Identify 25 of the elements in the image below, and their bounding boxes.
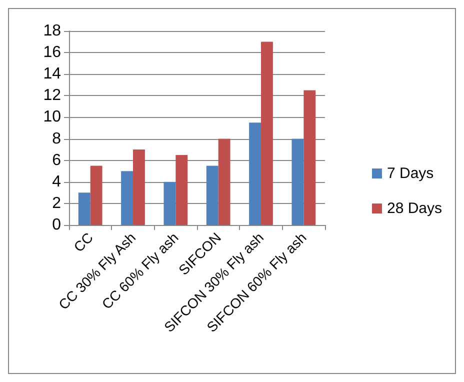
- bar: [206, 166, 218, 225]
- y-tick-label: 0: [52, 216, 62, 234]
- bar: [164, 182, 176, 225]
- bar: [249, 122, 261, 225]
- bar: [292, 138, 304, 225]
- y-tick-label: 4: [52, 173, 62, 190]
- bar: [78, 192, 90, 225]
- bar: [121, 171, 133, 225]
- bar: [218, 138, 230, 225]
- bar: [176, 154, 188, 225]
- y-tick-label: 14: [43, 66, 62, 83]
- y-tick-label: 10: [43, 108, 62, 126]
- legend-label: 28 Days: [386, 200, 442, 217]
- y-tick-label: 8: [52, 130, 62, 148]
- y-tick-label: 18: [43, 22, 62, 40]
- y-tick-label: 6: [52, 152, 62, 169]
- legend-label: 7 Days: [386, 165, 434, 182]
- bar: [261, 42, 273, 225]
- bar: [90, 166, 102, 225]
- y-tick-label: 12: [43, 87, 62, 104]
- x-tick-label: CC: [70, 229, 96, 255]
- bar: [133, 150, 145, 225]
- bar: [304, 90, 316, 225]
- y-tick-label: 2: [52, 194, 62, 212]
- y-tick-label: 16: [43, 44, 62, 62]
